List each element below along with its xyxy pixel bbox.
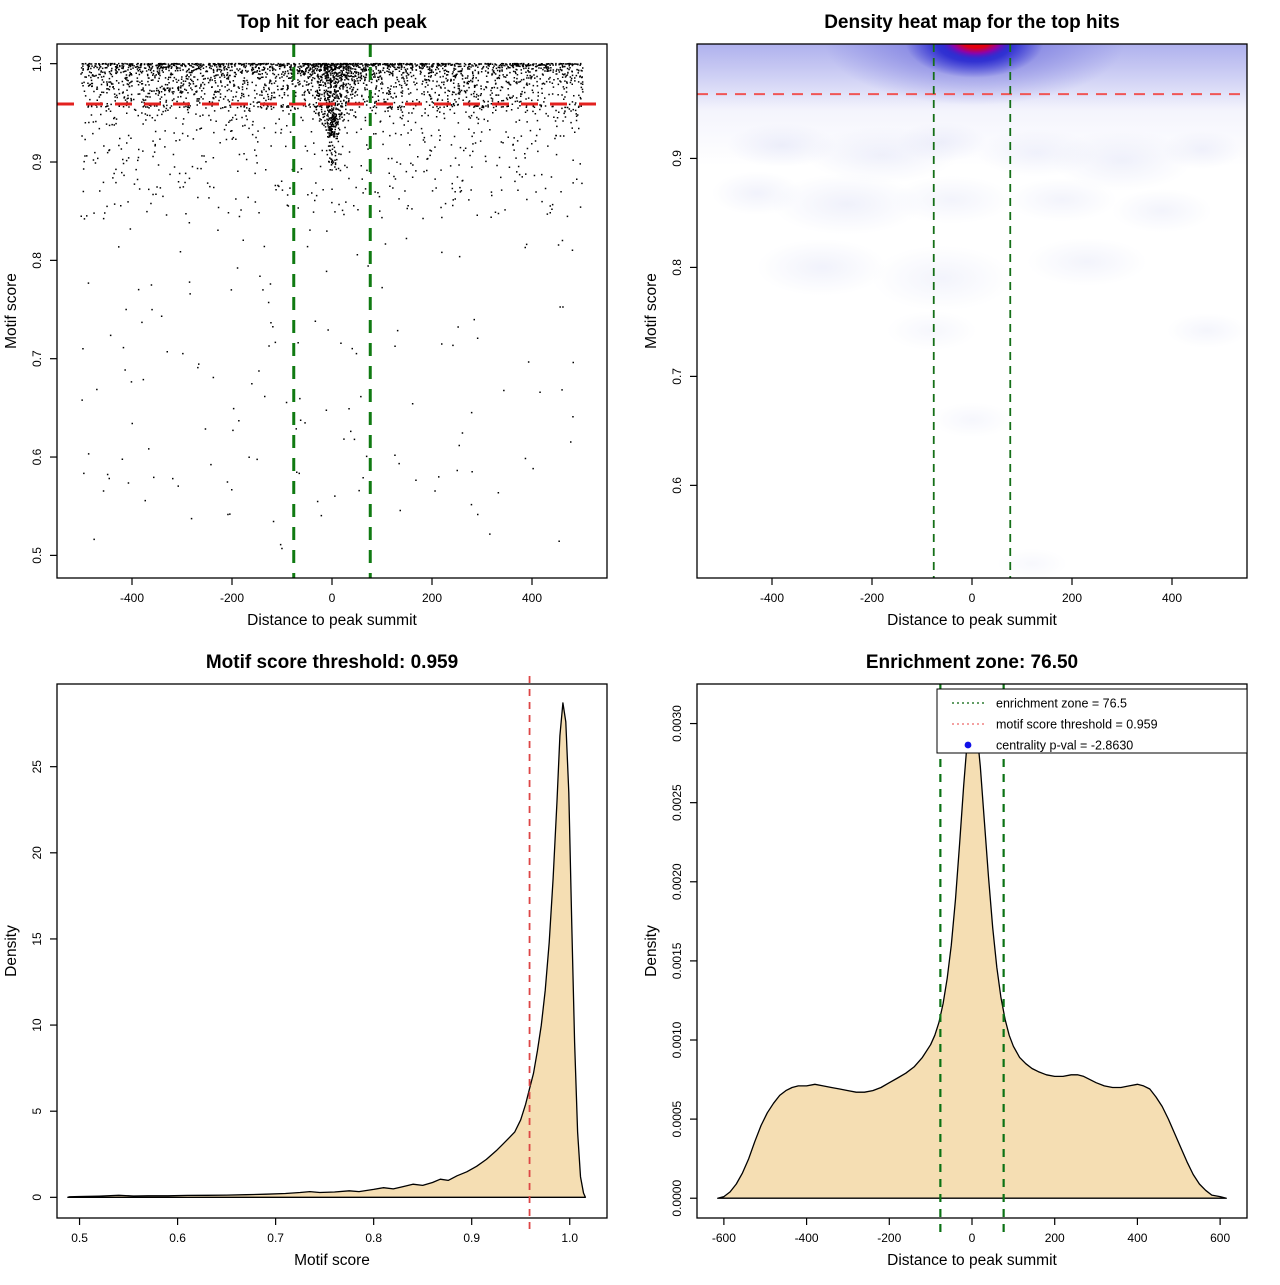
x-tick-label: -400 <box>795 1231 819 1245</box>
heat-wisp <box>1112 188 1212 233</box>
y-tick-label: 0.5 <box>30 547 44 564</box>
heat-wisp <box>872 245 1012 311</box>
plot-area <box>697 44 1247 578</box>
panel-distance-density: -600 -400 -200 0 200 400 600 0.0000 0.0005 0.0010… <box>640 640 1280 1280</box>
y-tick-label: 25 <box>30 760 44 774</box>
heat-wisp <box>757 239 887 296</box>
y-tick-label: 0.0030 <box>670 705 684 742</box>
x-tick-label: 0 <box>969 591 976 605</box>
y-tick-label: 0 <box>30 1194 44 1201</box>
x-axis-label: Distance to peak summit <box>247 612 417 629</box>
y-tick-label: 0.8 <box>670 259 684 276</box>
x-tick-label: -600 <box>712 1231 736 1245</box>
plot-title: Enrichment zone: 76.50 <box>866 652 1078 673</box>
x-tick-label: 400 <box>522 591 542 605</box>
heat-wisp <box>997 548 1067 578</box>
x-tick-label: 600 <box>1210 1231 1230 1245</box>
y-tick-label: 10 <box>30 1018 44 1032</box>
plot-box <box>56 683 608 1219</box>
legend-box <box>936 688 1248 754</box>
x-tick-label: 0.5 <box>71 1231 88 1245</box>
y-tick-label: 0.0025 <box>670 784 684 821</box>
x-tick-label: -200 <box>220 591 244 605</box>
density-heatmap-svg: -400 -200 0 200 400 0.6 0.7 0.8 0.9 Density heat … <box>643 12 1248 629</box>
plot-title: Motif score threshold: 0.959 <box>206 652 458 673</box>
y-axis-label: Motif score <box>3 273 20 349</box>
plot-title: Density heat map for the top hits <box>824 12 1120 33</box>
x-tick-label: 200 <box>1062 591 1082 605</box>
legend-label: centrality p-val = -2.8630 <box>996 739 1133 753</box>
heat-wisp <box>1052 130 1192 192</box>
x-tick-label: 0.7 <box>267 1231 284 1245</box>
heat-wisp <box>892 175 1012 224</box>
legend: enrichment zone = 76.5 motif score thresh… <box>936 688 1248 754</box>
legend-dot-sample <box>964 741 972 749</box>
panel-density-heatmap: -400 -200 0 200 400 0.6 0.7 0.8 0.9 Density heat … <box>640 0 1280 640</box>
panel-top-hits-scatter: -400 -200 0 200 400 0.5 0.6 0.7 0.8 0.9 1.0 Top hit… <box>0 0 640 640</box>
plot-area <box>67 702 587 1198</box>
density-curve <box>67 702 587 1198</box>
top-hits-scatter-svg: -400 -200 0 200 400 0.5 0.6 0.7 0.8 0.9 1.0 Top hit… <box>3 12 608 629</box>
heat-wisp <box>772 173 922 235</box>
x-tick-label: 400 <box>1127 1231 1147 1245</box>
scatter-points <box>80 62 584 550</box>
legend-label: enrichment zone = 76.5 <box>996 697 1127 711</box>
y-tick-label: 0.0005 <box>670 1100 684 1137</box>
y-tick-label: 0.6 <box>30 448 44 465</box>
y-tick-label: 0.9 <box>30 153 44 170</box>
x-tick-label: -200 <box>860 591 884 605</box>
distance-density-svg: -600 -400 -200 0 200 400 600 0.0000 0.0005 0.0010… <box>643 652 1248 1269</box>
x-tick-label: 1.0 <box>561 1231 578 1245</box>
x-tick-label: 0.6 <box>169 1231 186 1245</box>
y-tick-label: 0.9 <box>670 150 684 167</box>
panel-motif-score-density: 0.5 0.6 0.7 0.8 0.9 1.0 0 5 10 15 20 25 Motif score … <box>0 640 640 1280</box>
y-tick-label: 0.0010 <box>670 1021 684 1058</box>
density-curve <box>717 703 1227 1199</box>
x-tick-label: 0 <box>969 1231 976 1245</box>
x-tick-label: -400 <box>760 591 784 605</box>
y-tick-label: 20 <box>30 846 44 860</box>
y-tick-label: 0.0015 <box>670 942 684 979</box>
y-axis-label: Density <box>643 925 660 977</box>
x-tick-label: 0.8 <box>365 1231 382 1245</box>
heat-wisp <box>887 311 977 351</box>
motif-score-density-svg: 0.5 0.6 0.7 0.8 0.9 1.0 0 5 10 15 20 25 Motif score … <box>3 652 608 1269</box>
y-axis-label: Density <box>3 925 20 977</box>
heat-wisp <box>932 402 1012 438</box>
x-tick-label: 0 <box>329 591 336 605</box>
y-tick-label: 1.0 <box>30 55 44 72</box>
heat-wisp <box>1007 178 1117 222</box>
heat-wisp <box>1027 237 1147 286</box>
x-tick-label: 200 <box>1045 1231 1065 1245</box>
legend-label: motif score threshold = 0.959 <box>996 718 1158 732</box>
plot-area <box>57 44 607 578</box>
heat-blob <box>940 44 1012 60</box>
x-tick-label: 0.9 <box>463 1231 480 1245</box>
x-tick-label: 200 <box>422 591 442 605</box>
y-tick-label: 0.0000 <box>670 1180 684 1217</box>
heat-wisp <box>897 122 987 162</box>
heat-blob <box>905 44 1044 78</box>
y-tick-label: 15 <box>30 932 44 946</box>
x-axis-label: Distance to peak summit <box>887 612 1057 629</box>
y-axis-label: Motif score <box>643 273 660 349</box>
x-axis-label: Distance to peak summit <box>887 1252 1057 1269</box>
y-tick-label: 0.6 <box>670 477 684 494</box>
x-tick-label: 400 <box>1162 591 1182 605</box>
y-tick-label: 5 <box>30 1108 44 1115</box>
heat-wisp <box>1167 313 1247 349</box>
x-tick-label: -200 <box>877 1231 901 1245</box>
y-tick-label: 0.7 <box>30 350 44 367</box>
y-tick-label: 0.7 <box>670 368 684 385</box>
y-tick-label: 0.8 <box>30 252 44 269</box>
y-tick-label: 0.0020 <box>670 863 684 900</box>
heat-wisp <box>1162 130 1242 170</box>
plot-area <box>717 703 1227 1199</box>
x-axis-label: Motif score <box>294 1252 370 1269</box>
x-tick-label: -400 <box>120 591 144 605</box>
plot-title: Top hit for each peak <box>237 12 427 33</box>
